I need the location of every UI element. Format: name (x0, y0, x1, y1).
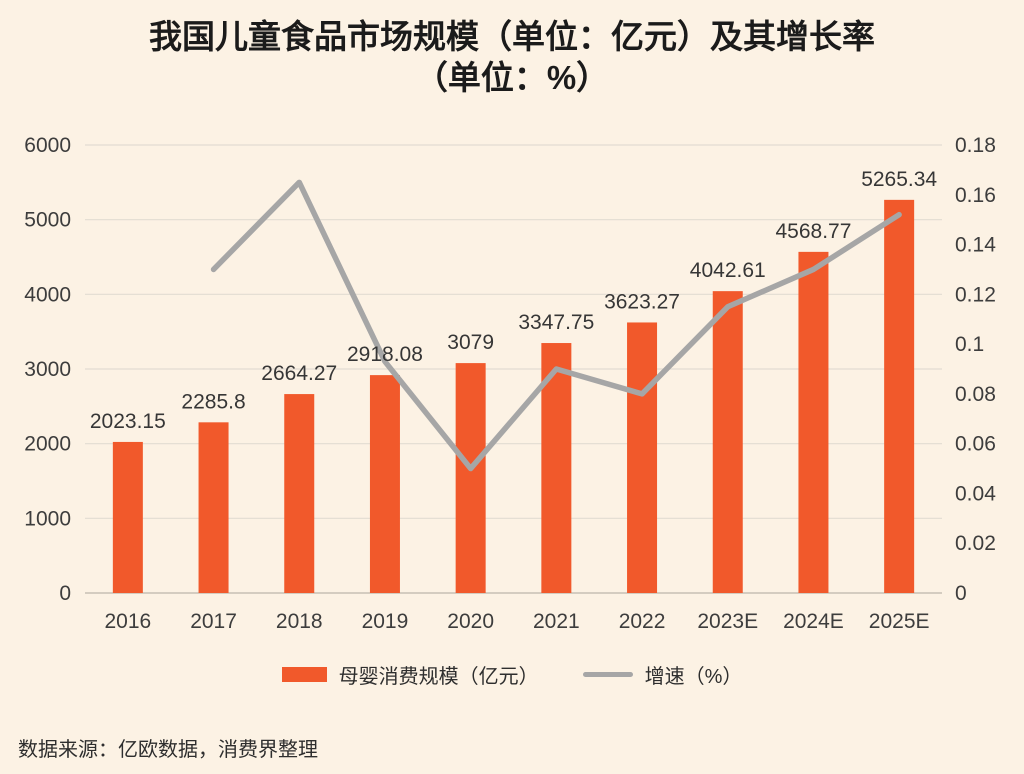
right-axis-tick-label: 0.08 (955, 383, 996, 406)
x-axis-category-label: 2018 (276, 610, 323, 633)
x-axis-category-label: 2019 (362, 610, 409, 633)
bar-value-label: 5265.34 (861, 168, 937, 191)
bar-2022 (627, 322, 658, 593)
left-axis-tick-label: 1000 (24, 507, 71, 530)
x-axis-category-label: 2023E (697, 610, 758, 633)
bar-value-label: 4568.77 (775, 220, 851, 243)
left-axis-tick-label: 4000 (24, 283, 71, 306)
left-axis-tick-label: 6000 (24, 134, 71, 157)
right-axis-tick-label: 0.18 (955, 134, 996, 157)
chart-title-line1: 我国儿童食品市场规模（单位：亿元）及其增长率 (149, 18, 875, 55)
x-axis-category-label: 2016 (104, 610, 151, 633)
right-axis-tick-label: 0.12 (955, 283, 996, 306)
bar-2019 (369, 375, 400, 593)
bar-value-label: 2023.15 (90, 410, 166, 433)
growth-rate-line (210, 179, 902, 472)
bar-2024E (798, 251, 829, 593)
right-axis-tick-label: 0.06 (955, 433, 996, 456)
bar-value-label: 2918.08 (347, 343, 423, 366)
chart-area: 0 1000 2000 3000 4000 5000 6000 0 0.02 0.04 0.06 0.… (0, 108, 1024, 655)
x-axis-category-label: 2022 (619, 610, 666, 633)
right-axis-tick-label: 0.1 (955, 333, 984, 356)
chart-title: 我国儿童食品市场规模（单位：亿元）及其增长率 （单位：%） (0, 0, 1024, 98)
right-axis-tick-label: 0.02 (955, 532, 996, 555)
bar-series-swatch-icon (281, 667, 327, 682)
x-axis-category-label: 2025E (869, 610, 930, 633)
x-axis-category-label: 2020 (447, 610, 494, 633)
bar-value-label: 2285.8 (181, 390, 245, 413)
data-source-note: 数据来源：亿欧数据，消费界整理 (18, 739, 318, 761)
left-axis-tick-label: 2000 (24, 433, 71, 456)
bar-value-label: 3623.27 (604, 290, 680, 313)
left-axis-tick-label: 0 (59, 582, 71, 605)
bar-2018 (284, 394, 315, 593)
x-axis-category-label: 2017 (190, 610, 237, 633)
x-axis-category-label: 2021 (533, 610, 580, 633)
bar-value-label: 2664.27 (261, 362, 337, 385)
bar-2020 (455, 363, 486, 593)
bar-2023E (712, 291, 743, 593)
market-size-growth-chart: 0 1000 2000 3000 4000 5000 6000 0 0.02 0.04 0.06 0.… (24, 134, 996, 633)
line-series-label: 增速（%） (644, 666, 743, 688)
right-axis-tick-label: 0 (955, 582, 967, 605)
line-series-swatch-icon (582, 672, 633, 677)
legend-item-bar-series: 母婴消费规模（亿元） (281, 660, 539, 689)
right-axis-tick-label: 0.14 (955, 234, 996, 257)
right-axis-tick-label: 0.04 (955, 482, 996, 505)
bar-2017 (198, 422, 229, 593)
left-axis-tick-label: 5000 (24, 209, 71, 232)
legend-item-line-series: 增速（%） (582, 660, 743, 689)
x-axis-category-label: 2024E (783, 610, 844, 633)
bar-2016 (112, 441, 143, 593)
bar-value-label: 3079 (447, 331, 494, 354)
chart-title-line2: （单位：%） (414, 59, 610, 96)
right-axis-tick-label: 0.16 (955, 184, 996, 207)
left-axis-tick-label: 3000 (24, 358, 71, 381)
chart-legend: 母婴消费规模（亿元） 增速（%） (0, 660, 1024, 689)
bar-2025E (884, 199, 915, 593)
bar-series-label: 母婴消费规模（亿元） (338, 666, 539, 688)
bar-value-label: 3347.75 (518, 311, 594, 334)
bar-value-label: 4042.61 (690, 259, 766, 282)
